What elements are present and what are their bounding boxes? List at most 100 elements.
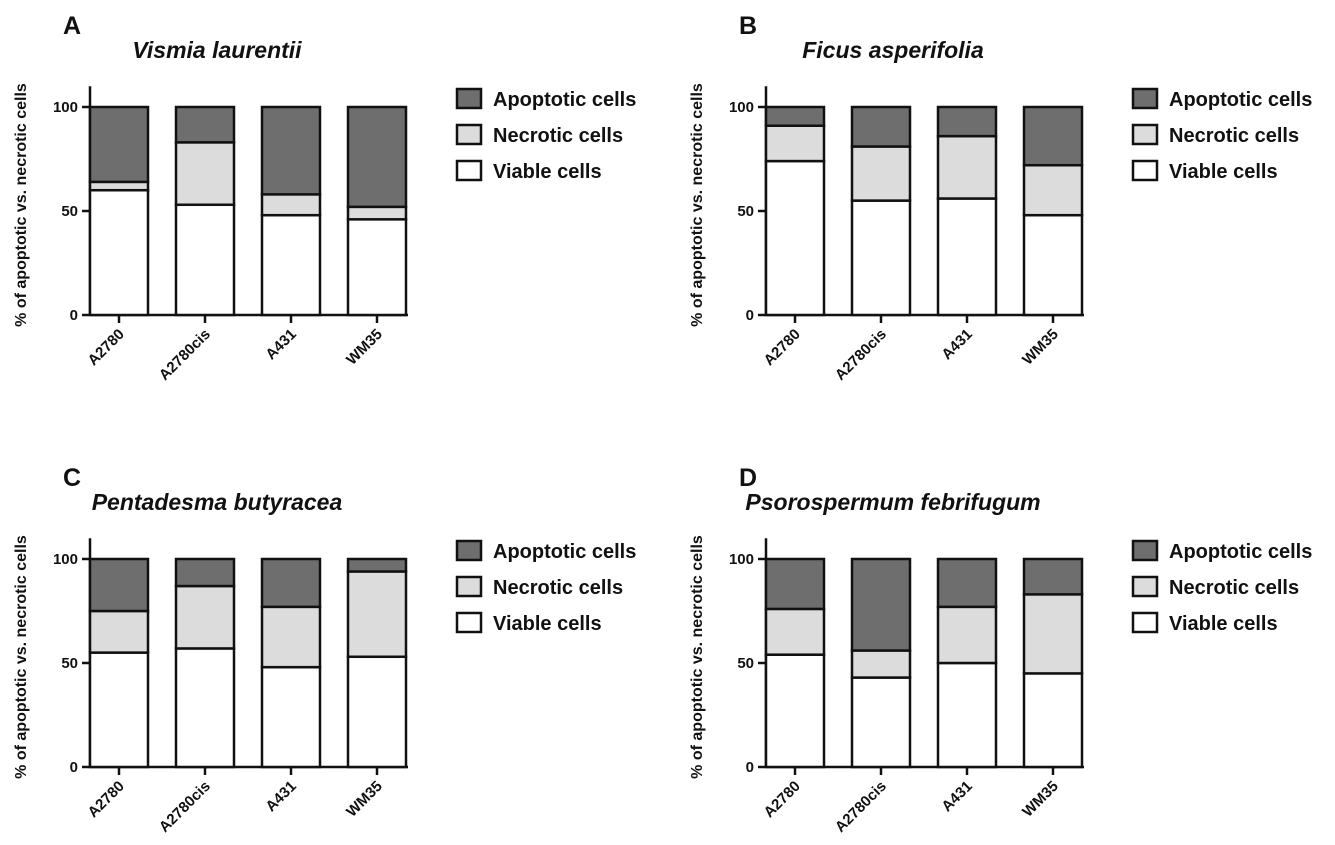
legend-label-apoptotic: Apoptotic cells [493, 541, 636, 563]
bar-segment-apoptotic-a2780cis [174, 557, 236, 588]
legend-swatch-apoptotic [1131, 87, 1159, 110]
panel-title: Psorospermum febrifugum [745, 489, 1040, 515]
bar-segment-viable-a431 [936, 197, 998, 317]
bar-segment-viable-wm35 [346, 655, 408, 769]
panel-letter: C [63, 464, 81, 492]
bar-segment-necrotic-a431 [260, 193, 322, 217]
bar-segment-viable-a2780 [88, 188, 150, 317]
y-tick-label: 100 [53, 551, 78, 568]
bar-segment-apoptotic-a2780cis [850, 557, 912, 652]
bar-segment-viable-a2780 [764, 159, 826, 317]
legend-label-apoptotic: Apoptotic cells [1169, 89, 1312, 111]
bar-segment-apoptotic-wm35 [1022, 557, 1084, 596]
panel-letter: A [63, 12, 81, 40]
bar-segment-apoptotic-a431 [936, 557, 998, 609]
x-tick-label: A2780cis [156, 326, 214, 384]
bar-segment-viable-wm35 [346, 218, 408, 317]
panel-letter: D [739, 464, 757, 492]
bar-segment-apoptotic-a2780 [764, 105, 826, 127]
bar-segment-viable-a2780 [764, 653, 826, 769]
bar-segment-necrotic-wm35 [346, 205, 408, 221]
legend-swatch-viable [1131, 611, 1159, 634]
bar-segment-necrotic-a431 [936, 134, 998, 200]
bar-segment-necrotic-wm35 [1022, 163, 1084, 217]
legend-label-necrotic: Necrotic cells [1169, 577, 1299, 599]
bar-segment-apoptotic-a2780cis [850, 105, 912, 148]
bar-segment-apoptotic-a431 [260, 105, 322, 196]
legend-swatch-necrotic [455, 123, 483, 146]
y-axis-label: % of apoptotic vs. necrotic cells [13, 83, 30, 327]
bar-segment-necrotic-a2780cis [850, 649, 912, 679]
legend-label-necrotic: Necrotic cells [493, 577, 623, 599]
y-tick-label: 100 [729, 551, 754, 568]
legend-swatch-necrotic [1131, 575, 1159, 598]
bar-segment-apoptotic-a431 [936, 105, 998, 138]
x-tick-label: A431 [938, 778, 975, 815]
x-tick-label: A2780 [761, 778, 804, 821]
bar-segment-necrotic-wm35 [1022, 593, 1084, 675]
x-tick-label: A431 [938, 326, 975, 363]
bar-segment-necrotic-a2780 [764, 607, 826, 656]
y-axis-label: % of apoptotic vs. necrotic cells [689, 83, 706, 327]
legend-swatch-apoptotic [455, 87, 483, 110]
legend-swatch-viable [1131, 159, 1159, 182]
x-tick-label: WM35 [343, 778, 386, 821]
panel-title: Vismia laurentii [132, 37, 302, 63]
bar-segment-necrotic-a2780cis [174, 584, 236, 650]
y-axis-label: % of apoptotic vs. necrotic cells [689, 535, 706, 779]
bar-segment-necrotic-a431 [936, 605, 998, 665]
y-tick-label: 50 [61, 203, 78, 220]
legend-swatch-necrotic [1131, 123, 1159, 146]
bar-segment-apoptotic-a2780 [88, 105, 150, 184]
bar-segment-necrotic-a2780cis [850, 145, 912, 202]
bar-segment-apoptotic-wm35 [1022, 105, 1084, 167]
bar-segment-necrotic-a2780 [764, 124, 826, 163]
bar-segment-viable-a2780cis [850, 676, 912, 769]
legend-label-viable: Viable cells [493, 613, 602, 635]
bar-segment-apoptotic-a431 [260, 557, 322, 609]
chart-panel-b: B Ficus asperifolia % of apoptotic vs. nec… [689, 12, 1312, 384]
x-tick-label: A2780cis [832, 326, 890, 384]
bar-segment-viable-a431 [936, 661, 998, 769]
bar-segment-viable-a2780cis [850, 199, 912, 317]
bar-segment-apoptotic-wm35 [346, 557, 408, 573]
y-axis-label: % of apoptotic vs. necrotic cells [13, 535, 30, 779]
bar-segment-necrotic-a2780 [88, 609, 150, 654]
legend-label-viable: Viable cells [1169, 613, 1278, 635]
x-tick-label: A2780cis [832, 778, 890, 836]
legend-swatch-apoptotic [1131, 539, 1159, 562]
x-tick-label: WM35 [343, 326, 386, 369]
x-tick-label: WM35 [1019, 778, 1062, 821]
bar-segment-apoptotic-a2780 [88, 557, 150, 613]
bar-segment-apoptotic-wm35 [346, 105, 408, 209]
x-tick-label: A2780 [85, 326, 128, 369]
legend-swatch-viable [455, 611, 483, 634]
bar-segment-viable-a2780 [88, 651, 150, 769]
bar-segment-viable-wm35 [1022, 213, 1084, 317]
bar-segment-necrotic-wm35 [346, 570, 408, 659]
bar-segment-apoptotic-a2780cis [174, 105, 236, 144]
legend-label-viable: Viable cells [1169, 161, 1278, 183]
x-tick-label: A431 [262, 326, 299, 363]
y-tick-label: 0 [70, 759, 78, 776]
bar-segment-viable-a431 [260, 213, 322, 317]
bar-segment-viable-a2780cis [174, 203, 236, 317]
panel-letter: B [739, 12, 757, 40]
legend-label-apoptotic: Apoptotic cells [493, 89, 636, 111]
legend-label-necrotic: Necrotic cells [493, 125, 623, 147]
y-tick-label: 0 [746, 307, 754, 324]
legend-label-apoptotic: Apoptotic cells [1169, 541, 1312, 563]
x-tick-label: A2780cis [156, 778, 214, 836]
chart-panel-a: A Vismia laurentii % of apoptotic vs. necr… [13, 12, 636, 384]
bar-segment-viable-a2780cis [174, 647, 236, 769]
bar-segment-necrotic-a2780cis [174, 141, 236, 207]
legend-swatch-necrotic [455, 575, 483, 598]
legend-swatch-apoptotic [455, 539, 483, 562]
legend-swatch-viable [455, 159, 483, 182]
bar-segment-apoptotic-a2780 [764, 557, 826, 611]
y-tick-label: 0 [746, 759, 754, 776]
y-tick-label: 50 [737, 655, 754, 672]
panel-title: Ficus asperifolia [802, 37, 984, 63]
